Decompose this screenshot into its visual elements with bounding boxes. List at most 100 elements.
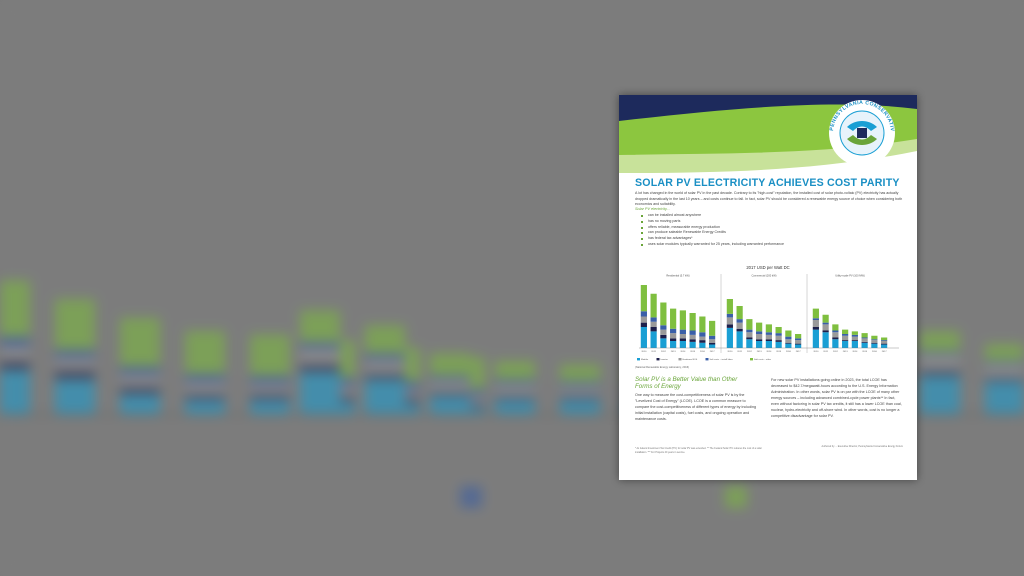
background-bar-segment xyxy=(560,396,600,401)
chart-bar-segment xyxy=(670,341,677,348)
chart-bar-segment xyxy=(726,317,733,325)
chart-bar-segment xyxy=(881,337,888,341)
chart-bar-segment xyxy=(861,338,868,342)
chart-bar-segment xyxy=(670,308,677,329)
document-title: SOLAR PV ELECTRICITY ACHIEVES COST PARIT… xyxy=(635,177,900,189)
list-item: has no moving parts xyxy=(641,219,881,225)
chart-bar-segment xyxy=(670,333,677,339)
list-item: has federal tax advantages* xyxy=(641,236,881,242)
chart-tick-label: 2015 xyxy=(776,351,782,353)
chart-bar-segment xyxy=(812,329,819,348)
chart-bar-segment xyxy=(746,332,753,338)
cost-bar-chart: Residential (5.7 kW)2010 2011 2012 2013 2014… xyxy=(637,274,899,361)
chart-bar-segment xyxy=(736,331,743,348)
chart-bar-segment xyxy=(765,334,772,340)
background-bar-segment xyxy=(365,379,405,415)
chart-bar-segment xyxy=(822,332,829,348)
chart-bar-segment xyxy=(640,285,647,312)
list-item: uses solar modules typically warranted f… xyxy=(641,242,881,248)
background-bar-segment xyxy=(365,325,405,354)
chart-bar-segment xyxy=(660,338,667,348)
chart-bar-segment xyxy=(736,328,743,332)
background-bar-segment xyxy=(185,330,225,374)
background-bar-segment xyxy=(55,349,95,359)
background-bar-segment xyxy=(430,375,470,382)
chart-bar-segment xyxy=(709,335,716,340)
background-bar-segment xyxy=(55,358,95,371)
chart-bar-segment xyxy=(851,331,858,335)
chart-bar-segment xyxy=(775,333,782,336)
chart-bar-segment xyxy=(861,341,868,343)
list-item: can be installed almost anywhere xyxy=(641,213,881,219)
chart-bar-segment xyxy=(709,339,716,343)
chart-bar-segment xyxy=(871,339,878,341)
chart-bar-segment xyxy=(822,324,829,331)
chart-bar-segment xyxy=(650,321,657,327)
chart-bar-segment xyxy=(709,344,716,348)
chart-bar-segment xyxy=(871,340,878,343)
background-legend-swatch xyxy=(460,486,482,508)
background-bar-segment xyxy=(120,366,160,376)
chart-tick-label: 2014 xyxy=(766,351,772,353)
background-bar-segment xyxy=(365,353,405,361)
background-bar-segment xyxy=(185,383,225,395)
chart-tick-label: 2012 xyxy=(747,351,753,353)
chart-tick-label: 2015 xyxy=(690,351,696,353)
chart-bar-segment xyxy=(650,327,657,332)
chart-tick-label: 2013 xyxy=(671,351,677,353)
background-bar-segment xyxy=(300,342,340,350)
background-bar-segment xyxy=(55,379,95,415)
background-bar-segment xyxy=(920,355,960,371)
left-column-text: One way to measure the cost-competitiven… xyxy=(635,393,757,421)
chart-bar-segment xyxy=(851,336,858,341)
chart-bar-segment xyxy=(699,340,706,343)
background-bar-segment xyxy=(495,385,535,397)
chart-group-label: Commercial (200 kW) xyxy=(751,274,776,278)
chart-bar-segment xyxy=(765,341,772,348)
chart-bar-segment xyxy=(785,336,792,340)
background-bar-segment xyxy=(250,385,290,395)
chart-bar-segment xyxy=(851,341,858,348)
legend-swatch xyxy=(705,358,709,361)
chart-bar-segment xyxy=(795,334,802,339)
chart-bar-segment xyxy=(861,342,868,348)
background-bar-segment xyxy=(920,370,960,376)
chart-bar-segment xyxy=(726,324,733,328)
chart-bar-segment xyxy=(746,329,753,333)
chart-bar-segment xyxy=(785,330,792,337)
chart-bar-segment xyxy=(660,302,667,326)
background-bar-segment xyxy=(430,381,470,393)
chart-bar-segment xyxy=(871,343,878,348)
chart-bar-segment xyxy=(736,322,743,329)
chart-bar-segment xyxy=(881,340,888,341)
background-bar-segment xyxy=(250,400,290,415)
legend-label: Module xyxy=(641,359,649,361)
background-bar-segment xyxy=(365,373,405,380)
chart-bar-segment xyxy=(699,342,706,348)
chart-bar-segment xyxy=(822,330,829,333)
background-bar-segment xyxy=(430,392,470,397)
background-bar-segment xyxy=(0,370,30,415)
chart-bar-segment xyxy=(689,341,696,348)
chart-bar-segment xyxy=(679,334,686,339)
chart-bar-segment xyxy=(861,337,868,339)
background-bar-segment xyxy=(495,396,535,401)
chart-tick-label: 2010 xyxy=(813,351,819,353)
background-bar-segment xyxy=(920,330,960,352)
chart-bar-segment xyxy=(689,339,696,342)
chart-bar-segment xyxy=(709,320,716,336)
chart-bar-segment xyxy=(785,339,792,343)
chart-tick-label: 2016 xyxy=(786,351,792,353)
background-bar-segment xyxy=(430,396,470,415)
background-bar-segment xyxy=(300,349,340,365)
chart-bar-segment xyxy=(756,322,763,332)
chart-bar-segment xyxy=(765,324,772,333)
chart-bar-segment xyxy=(795,343,802,345)
chart-bar-segment xyxy=(640,322,647,327)
chart-tick-label: 2014 xyxy=(680,351,686,353)
background-bar-segment xyxy=(985,377,1024,382)
background-bar-segment xyxy=(560,364,600,382)
background-bar-segment xyxy=(55,370,95,380)
legend-label: Soft costs – other xyxy=(754,358,771,361)
chart-bar-segment xyxy=(709,342,716,345)
